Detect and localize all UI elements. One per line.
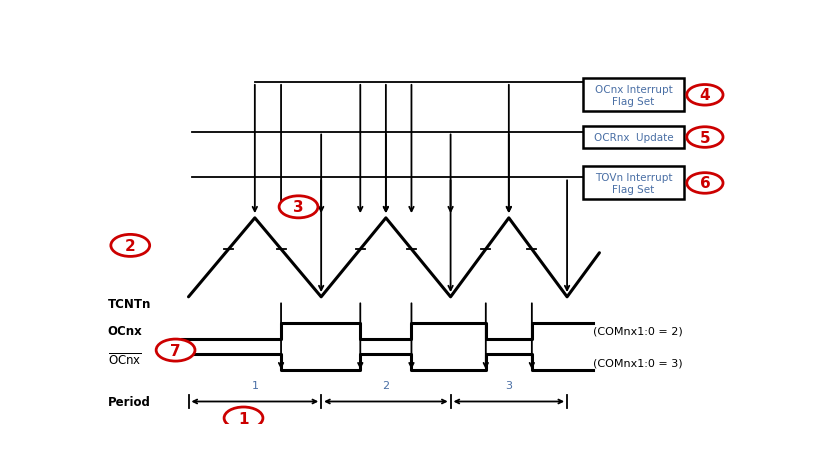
Circle shape xyxy=(156,339,195,361)
Text: TCNTn: TCNTn xyxy=(108,297,151,310)
Text: TOVn Interrupt
Flag Set: TOVn Interrupt Flag Set xyxy=(595,173,672,194)
Text: 5: 5 xyxy=(700,130,711,145)
Circle shape xyxy=(686,173,723,194)
Text: 1: 1 xyxy=(251,381,258,391)
Text: OCRnx  Update: OCRnx Update xyxy=(594,133,673,143)
Circle shape xyxy=(111,235,149,257)
FancyBboxPatch shape xyxy=(583,167,684,200)
Text: (COMnx1:0 = 3): (COMnx1:0 = 3) xyxy=(593,357,682,367)
Text: 3: 3 xyxy=(505,381,513,391)
Text: 7: 7 xyxy=(170,343,181,358)
Text: Period: Period xyxy=(108,395,150,408)
Circle shape xyxy=(224,407,263,429)
Text: 2: 2 xyxy=(382,381,389,391)
Text: OCnx Interrupt
Flag Set: OCnx Interrupt Flag Set xyxy=(595,85,672,106)
Circle shape xyxy=(686,128,723,148)
Text: (COMnx1:0 = 2): (COMnx1:0 = 2) xyxy=(593,326,683,336)
Text: 3: 3 xyxy=(293,200,304,215)
FancyBboxPatch shape xyxy=(583,127,684,149)
Text: $\overline{\rm OCnx}$: $\overline{\rm OCnx}$ xyxy=(108,352,141,367)
FancyBboxPatch shape xyxy=(583,79,684,112)
Text: 1: 1 xyxy=(238,411,249,426)
Text: 4: 4 xyxy=(700,88,711,103)
Circle shape xyxy=(279,197,318,218)
Text: 6: 6 xyxy=(700,176,711,191)
Circle shape xyxy=(686,85,723,106)
Text: OCnx: OCnx xyxy=(108,325,142,337)
Text: 2: 2 xyxy=(125,238,135,253)
